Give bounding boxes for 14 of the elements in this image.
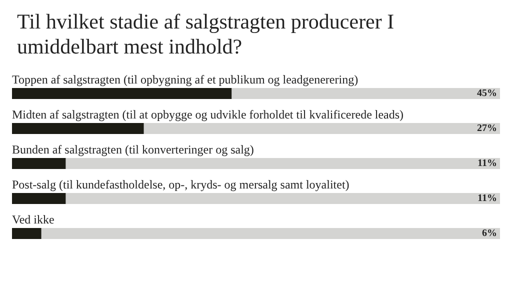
bar [12,158,66,169]
bar [12,228,42,239]
y-tick-label: Bunden af salgstragten (til konverteringer og salg) [12,142,254,156]
data-label: 6% [482,228,497,239]
y-tick-label: Toppen af salgstragten (til opbygning af et publikum og leadgenerering) [12,72,358,86]
chart-title: Til hvilket stadie af salgstragten producerer I umiddelbart mest indhold? [17,10,400,58]
data-label: 45% [477,88,497,99]
data-label: 27% [477,123,497,134]
y-tick-label: Ved ikke [12,212,54,226]
data-label: 11% [478,193,497,204]
data-label: 11% [478,158,497,169]
bar [12,193,66,204]
y-tick-label: Post-salg (til kundefastholdelse, op-, kryds- og mersalg samt loyalitet) [12,178,350,192]
y-tick-label: Midten af salgstragten (til at opbygge og udvikle forholdet til kvalificerede leads) [12,108,404,122]
